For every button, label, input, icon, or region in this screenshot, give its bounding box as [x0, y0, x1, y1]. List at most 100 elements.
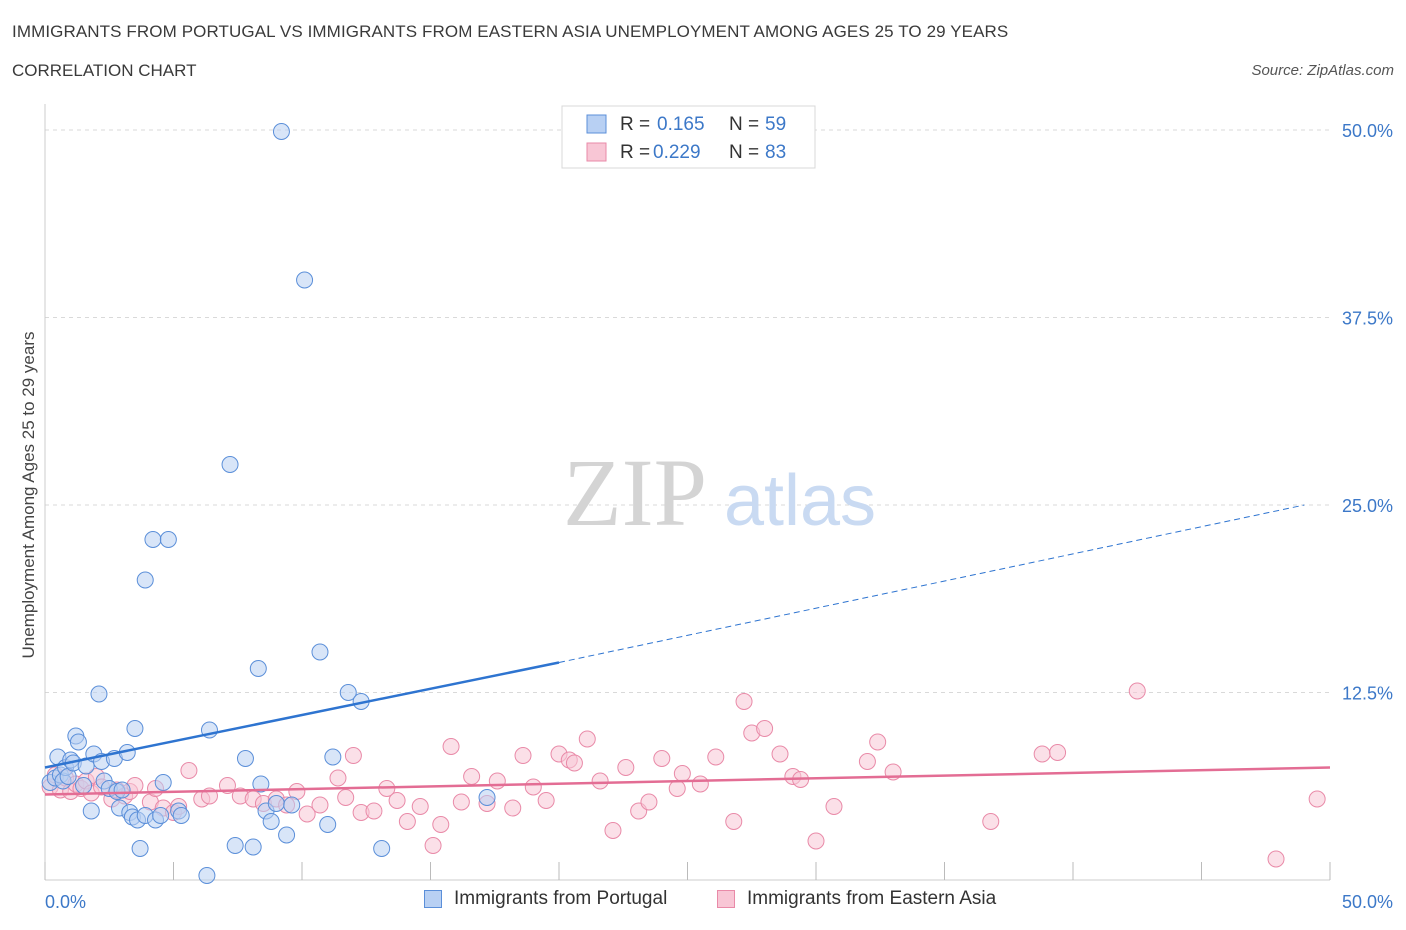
eastern-asia-point-74	[807, 832, 825, 850]
eastern-asia-point-31	[298, 805, 316, 823]
portugal-point-50	[278, 826, 296, 844]
eastern-asia-point-84	[1308, 790, 1326, 808]
portugal-point-53	[311, 643, 329, 661]
eastern-asia-point-35	[344, 747, 362, 764]
source-credit: Source: ZipAtlas.com	[1251, 62, 1394, 79]
portugal-point-35	[159, 531, 177, 548]
legend-r-value-portugal: 0.165	[657, 114, 705, 135]
eastern-asia-point-67	[725, 813, 743, 830]
portugal-point-41	[226, 837, 244, 854]
eastern-asia-point-65	[691, 775, 709, 793]
eastern-asia-point-50	[514, 747, 532, 764]
legend-swatch-eastern-asia	[586, 142, 607, 162]
eastern-asia-point-75	[825, 798, 843, 815]
portugal-point-37	[172, 807, 190, 824]
eastern-asia-point-44	[442, 738, 460, 755]
legend-label-portugal: Immigrants from Portugal	[454, 888, 668, 909]
eastern-asia-point-34	[337, 789, 355, 806]
portugal-point-58	[373, 840, 391, 857]
portugal-point-56	[339, 684, 357, 701]
portugal-point-51	[283, 796, 301, 814]
portugal-point-31	[144, 531, 162, 548]
legend-box: R = 0.165 N = 59 R = 0.229 N = 83	[561, 105, 816, 169]
legend-swatch-portugal	[586, 114, 607, 134]
y-tick-label-1: 25.0%	[1342, 496, 1393, 516]
eastern-asia-point-81	[1049, 744, 1067, 761]
eastern-asia-point-71	[771, 745, 789, 763]
portugal-point-34	[154, 774, 172, 791]
eastern-asia-point-82	[1128, 682, 1146, 700]
eastern-asia-point-46	[463, 768, 481, 785]
eastern-asia-point-42	[424, 837, 442, 854]
eastern-asia-point-33	[329, 769, 347, 787]
legend-r-value-eastern-asia: 0.229	[653, 142, 701, 163]
legend-label-eastern-asia: Immigrants from Eastern Asia	[747, 888, 997, 909]
portugal-point-52	[296, 271, 314, 289]
eastern-asia-point-68	[735, 693, 753, 710]
eastern-asia-point-77	[869, 733, 887, 751]
x-tick-label-1: 50.0%	[1342, 892, 1393, 912]
eastern-asia-point-76	[858, 753, 876, 770]
axes	[44, 104, 1331, 881]
portugal-point-48	[267, 795, 285, 812]
portugal-point-13	[82, 802, 100, 820]
portugal-point-30	[136, 571, 154, 589]
x-tick-label-0: 0.0%	[45, 892, 86, 912]
portugal-point-11	[75, 777, 93, 794]
eastern-asia-point-21	[180, 762, 198, 779]
portugal-point-26	[126, 720, 144, 737]
portugal-point-44	[249, 660, 267, 677]
eastern-asia-point-66	[707, 748, 725, 766]
portugal-point-55	[324, 748, 342, 766]
y-tick-label-2: 37.5%	[1342, 309, 1393, 329]
chart-subtitle: CORRELATION CHART	[12, 61, 197, 80]
legend-item-portugal[interactable]: Immigrants from Portugal	[424, 888, 667, 910]
series-legend: Immigrants from Portugal Immigrants from…	[0, 888, 1406, 916]
eastern-asia-point-55	[565, 754, 583, 772]
legend-n-value-eastern-asia: 83	[765, 142, 786, 163]
eastern-asia-point-80	[1033, 745, 1051, 763]
eastern-asia-point-39	[388, 792, 406, 809]
legend-swatch-portugal-bottom	[424, 890, 442, 908]
eastern-asia-point-49	[504, 799, 522, 817]
y-axis-label: Unemployment Among Ages 25 to 29 years	[19, 332, 38, 659]
portugal-point-59	[478, 789, 496, 806]
eastern-asia-point-45	[452, 793, 470, 811]
portugal-point-22	[113, 781, 131, 799]
eastern-asia-point-58	[604, 822, 622, 839]
eastern-asia-point-59	[617, 759, 635, 776]
portugal-point-45	[252, 775, 270, 793]
eastern-asia-point-37	[365, 802, 383, 820]
legend-n-value-portugal: 59	[765, 114, 786, 135]
legend-n-label-portugal: N =	[729, 114, 759, 135]
portugal-point-49	[272, 123, 290, 140]
y-tick-label-0: 12.5%	[1342, 684, 1393, 704]
eastern-asia-point-41	[411, 798, 429, 815]
portugal-point-43	[244, 838, 262, 856]
portugal-point-54	[319, 816, 337, 833]
eastern-asia-point-63	[668, 780, 686, 797]
eastern-asia-point-56	[578, 730, 596, 748]
eastern-asia-point-51	[524, 778, 542, 796]
chart-title: IMMIGRANTS FROM PORTUGAL VS IMMIGRANTS F…	[12, 22, 1009, 41]
eastern-asia-point-52	[537, 792, 555, 809]
legend-n-label-eastern-asia: N =	[729, 142, 759, 163]
eastern-asia-point-79	[982, 813, 1000, 830]
eastern-asia-point-83	[1267, 850, 1285, 868]
portugal-point-33	[152, 807, 170, 824]
legend-item-eastern-asia[interactable]: Immigrants from Eastern Asia	[717, 888, 996, 910]
eastern-asia-point-32	[311, 796, 329, 814]
eastern-asia-point-48	[488, 772, 506, 790]
gridlines	[45, 129, 1330, 693]
eastern-asia-point-40	[398, 813, 416, 830]
portugal-point-10	[69, 733, 87, 751]
portugal-point-15	[90, 685, 108, 703]
portugal-point-47	[262, 813, 280, 830]
legend-swatch-eastern-asia-bottom	[717, 890, 735, 908]
watermark-atlas: atlas	[724, 461, 876, 541]
eastern-asia-point-64	[673, 765, 691, 782]
watermark: ZIP atlas	[563, 439, 876, 546]
eastern-asia-trend-line	[44, 766, 1331, 796]
eastern-asia-point-57	[591, 772, 609, 790]
portugal-point-42	[236, 750, 254, 767]
